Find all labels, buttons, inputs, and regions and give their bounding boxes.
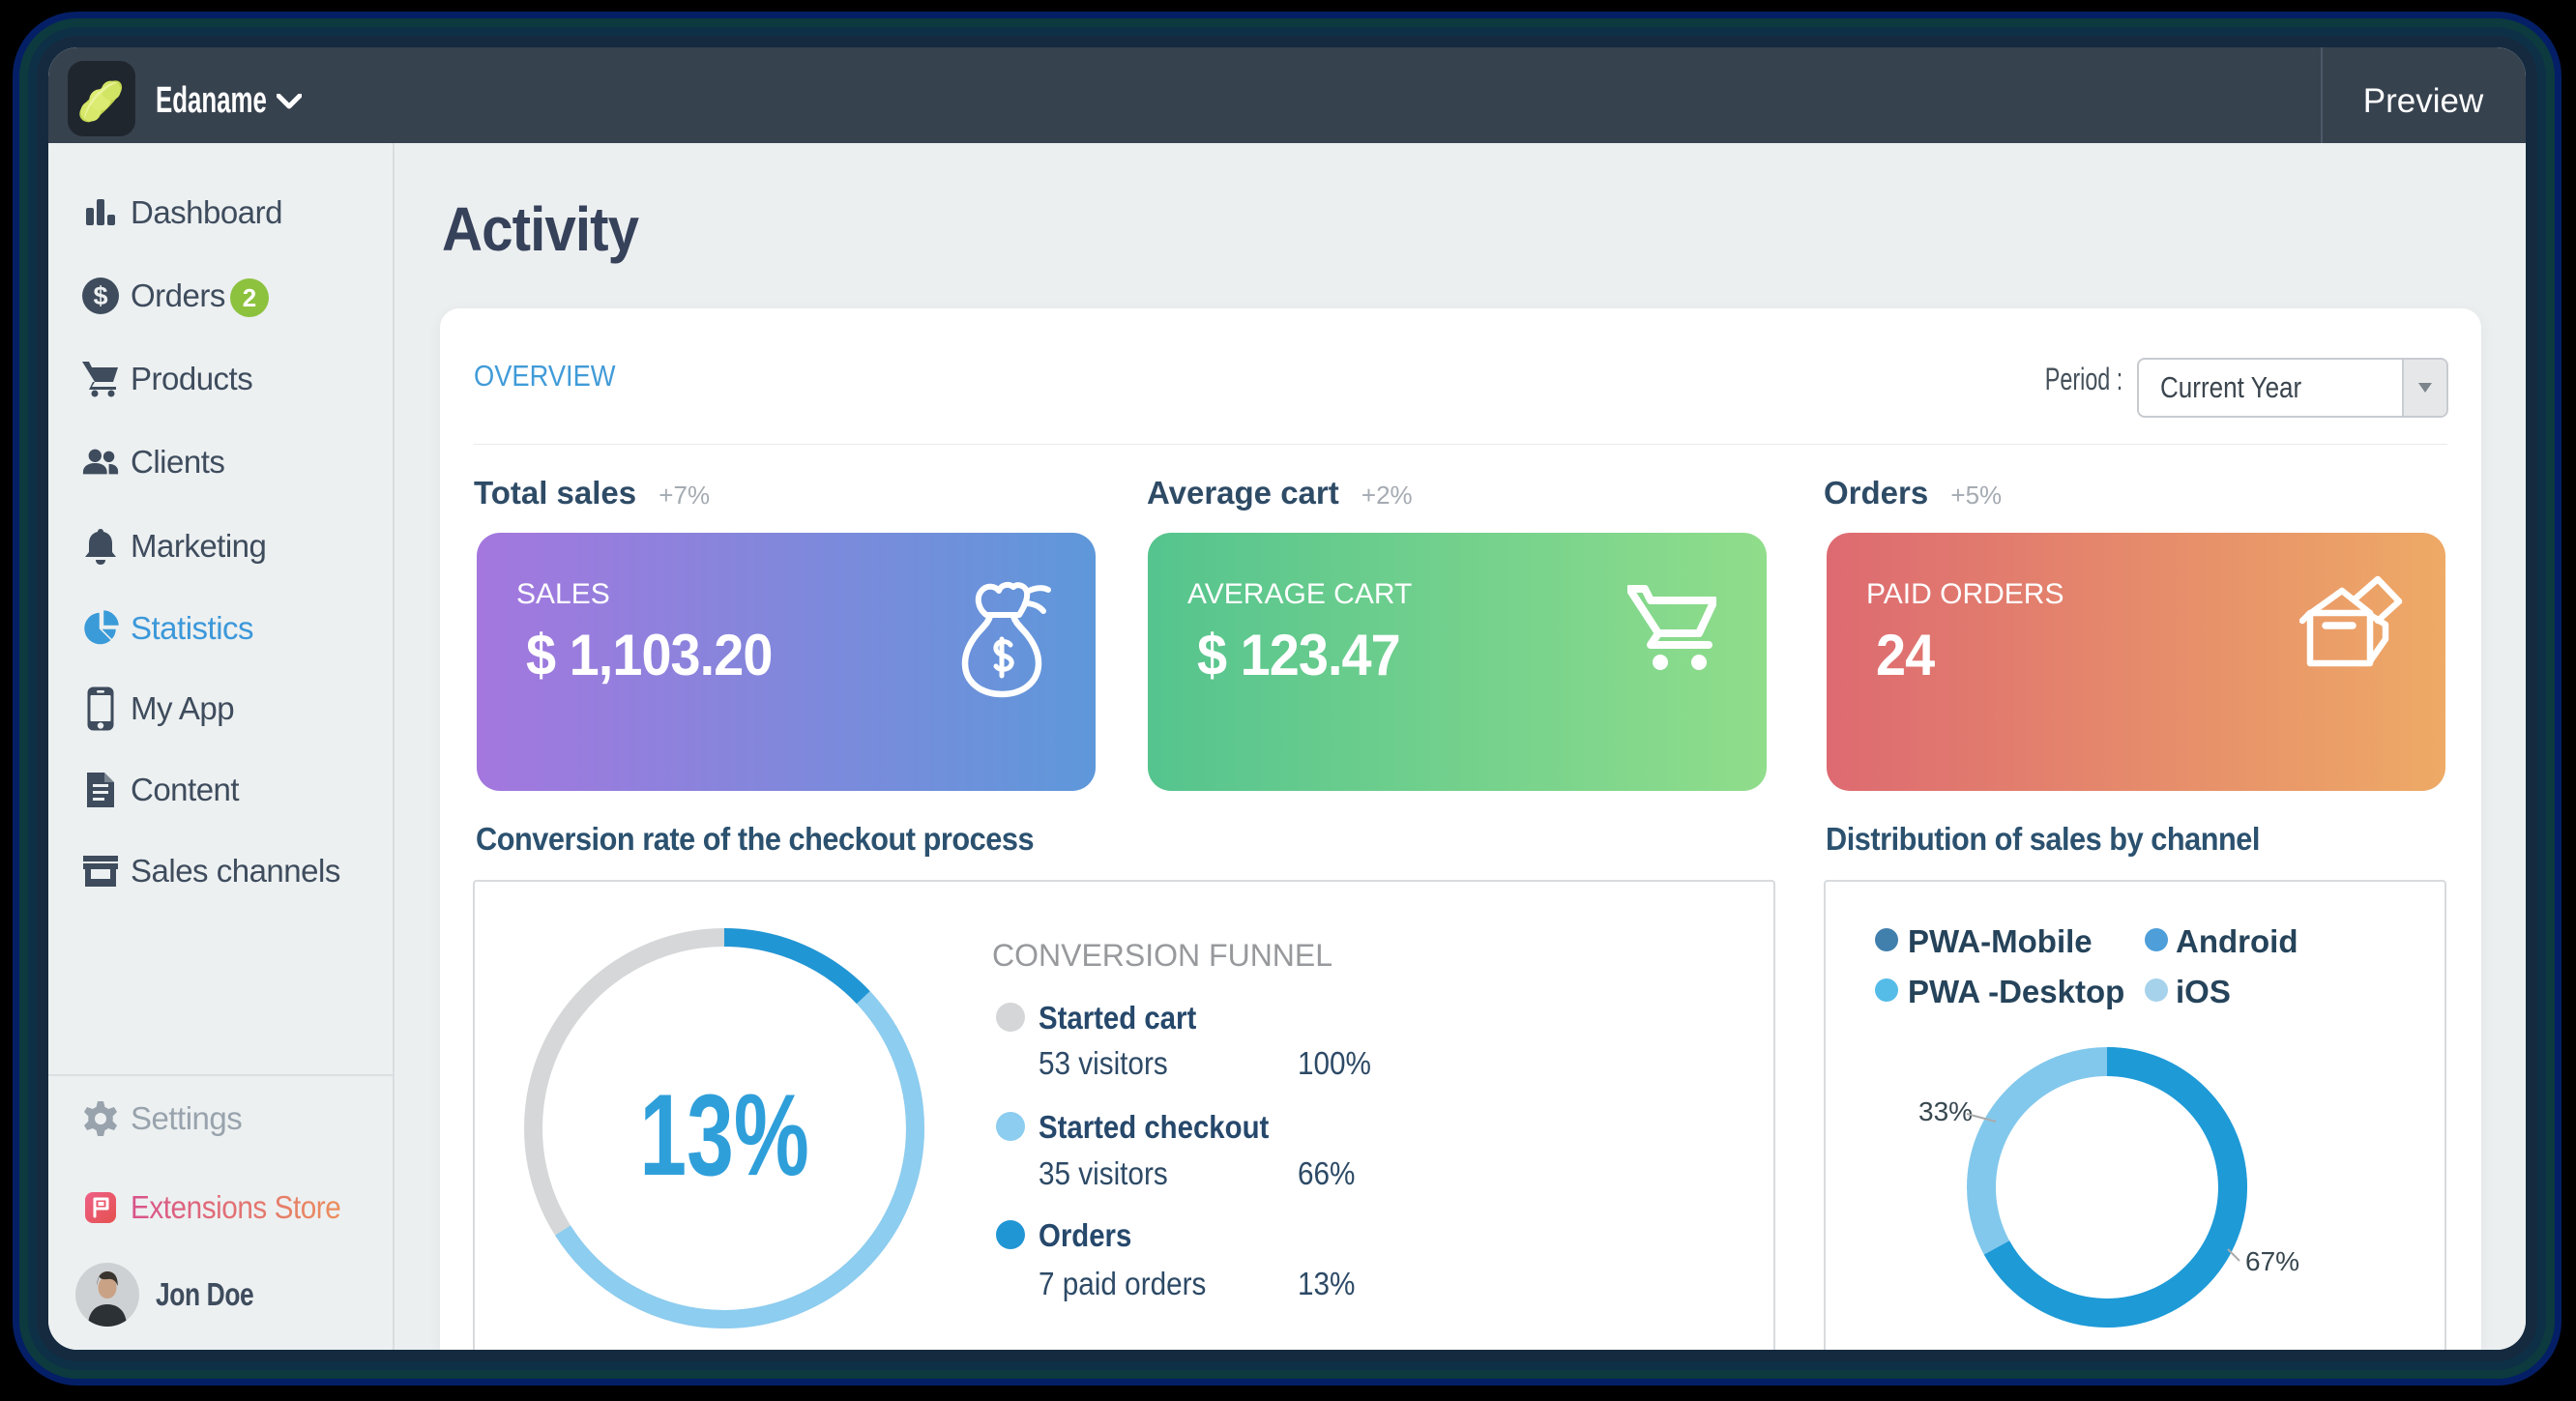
svg-text:$: $ [93, 281, 107, 310]
